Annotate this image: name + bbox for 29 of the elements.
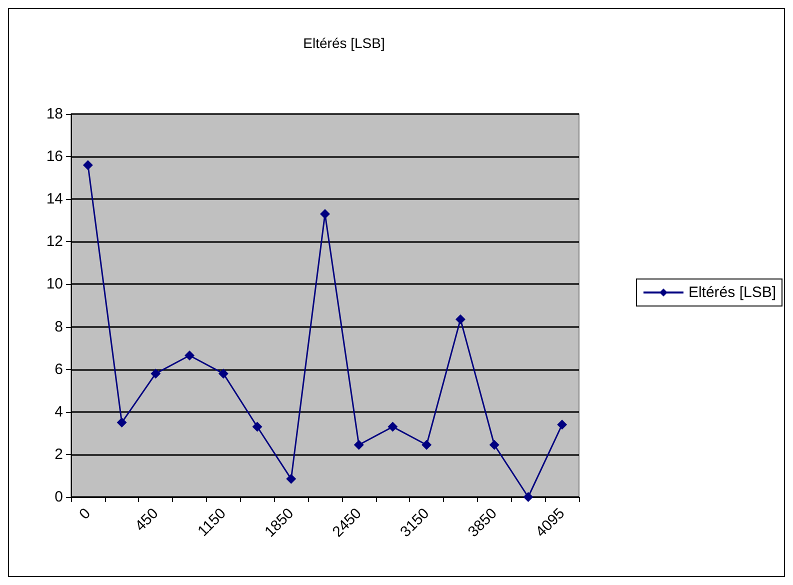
point (184, 350, 195, 361)
legend-label: Eltérés [LSB] (688, 284, 776, 301)
y-tick-label: 4 (54, 403, 63, 420)
y-tick-label: 18 (46, 106, 63, 122)
y-tick-label: 14 (46, 190, 63, 208)
y-tick-label: 12 (46, 233, 63, 250)
x-tick-label: 0 (76, 504, 94, 523)
point (422, 440, 432, 450)
point (489, 440, 500, 450)
point (116, 418, 127, 428)
point (218, 368, 228, 379)
point (557, 420, 568, 430)
y-tick-label: 16 (46, 148, 63, 166)
chart-title: Eltérés [LSB] (303, 35, 385, 51)
y-tick-label: 8 (54, 318, 63, 336)
point (252, 422, 262, 432)
x-tick-label: 450 (132, 504, 162, 535)
point (455, 314, 466, 324)
y-tick-label: 0 (54, 488, 63, 506)
point (286, 474, 296, 484)
point (388, 422, 398, 432)
y-tick-label: 2 (54, 446, 63, 463)
y-tick-label: 6 (54, 360, 63, 378)
point (320, 209, 330, 220)
y-tick-label: 10 (46, 276, 63, 293)
point (354, 440, 364, 450)
point (82, 160, 93, 170)
point (523, 492, 534, 502)
point (150, 368, 161, 379)
